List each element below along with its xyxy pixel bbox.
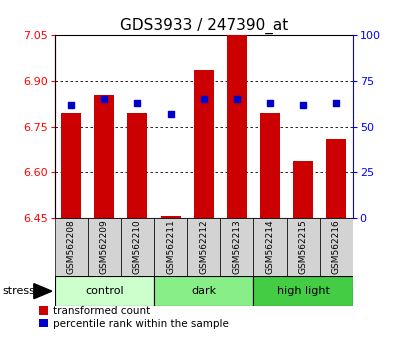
Text: GSM562214: GSM562214 (265, 219, 274, 274)
Point (267, 100, 273, 106)
Text: GSM562215: GSM562215 (299, 219, 307, 274)
Bar (253, 218, 286, 276)
Text: high light: high light (277, 286, 330, 296)
Point (134, 100, 141, 106)
Bar (121, 218, 154, 276)
Text: dark: dark (191, 286, 216, 296)
Bar (88, 218, 121, 276)
Point (167, 111, 174, 116)
Point (234, 96, 240, 102)
Text: GSM562208: GSM562208 (67, 219, 76, 274)
Text: GSM562210: GSM562210 (133, 219, 142, 274)
Bar (220, 218, 253, 276)
Bar (253, 276, 353, 306)
Bar (55, 218, 88, 276)
Polygon shape (34, 284, 52, 299)
Bar (94, 95, 114, 218)
Title: GDS3933 / 247390_at: GDS3933 / 247390_at (120, 18, 288, 34)
Bar (194, 70, 214, 218)
Bar (154, 218, 187, 276)
Bar (227, 35, 247, 218)
Bar (187, 218, 220, 276)
Bar (326, 139, 346, 218)
Bar (128, 113, 147, 218)
Point (333, 100, 340, 106)
Point (68, 102, 74, 108)
Text: GSM562216: GSM562216 (332, 219, 341, 274)
Text: GSM562213: GSM562213 (232, 219, 241, 274)
Legend: transformed count, percentile rank within the sample: transformed count, percentile rank withi… (39, 306, 229, 329)
Bar (61, 113, 81, 218)
Bar (286, 218, 320, 276)
Point (101, 96, 108, 102)
Bar (293, 161, 313, 218)
Text: GSM562212: GSM562212 (199, 219, 208, 274)
Text: GSM562211: GSM562211 (166, 219, 175, 274)
Text: stress: stress (2, 286, 35, 296)
Bar (55, 276, 154, 306)
Bar (160, 216, 181, 218)
Bar (260, 113, 280, 218)
Point (300, 102, 307, 108)
Text: GSM562209: GSM562209 (100, 219, 109, 274)
Point (200, 96, 207, 102)
Text: control: control (85, 286, 123, 296)
Bar (154, 276, 253, 306)
Bar (320, 218, 353, 276)
